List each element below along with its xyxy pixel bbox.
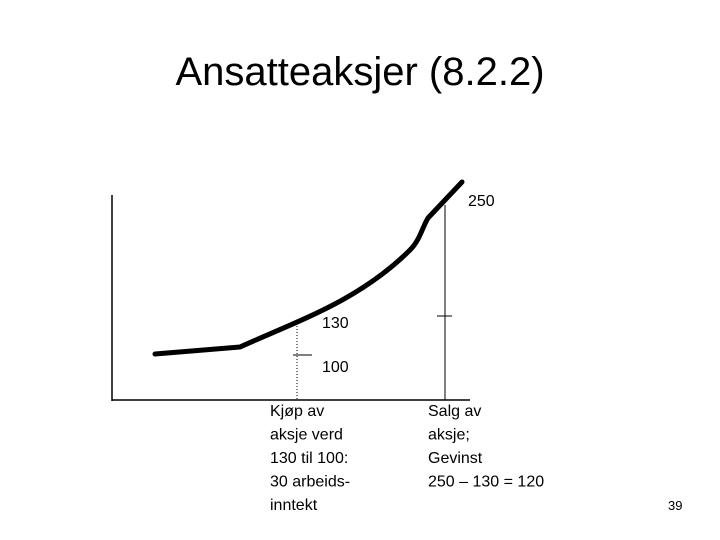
price-label: 250	[468, 193, 495, 210]
price-label: 130	[322, 315, 349, 332]
note-line: Gevinst	[428, 450, 483, 467]
price-curve	[152, 179, 465, 357]
note-line: 30 arbeids-	[270, 474, 350, 491]
price-label: 100	[322, 359, 349, 376]
slide-title: Ansatteaksjer (8.2.2)	[175, 50, 544, 94]
note-line: inntekt	[270, 497, 318, 514]
note-line: 130 til 100:	[270, 450, 348, 467]
note-line: Kjøp av	[270, 403, 324, 420]
note-line: 250 – 130 = 120	[428, 474, 544, 491]
sale-note: Salg av aksje; Gevinst 250 – 130 = 120	[428, 403, 544, 491]
note-line: aksje verd	[270, 427, 343, 444]
page-number: 39	[668, 498, 682, 513]
note-line: aksje;	[428, 427, 470, 444]
note-line: Salg av	[428, 403, 481, 420]
purchase-note: Kjøp av aksje verd 130 til 100: 30 arbeids-…	[270, 403, 350, 514]
